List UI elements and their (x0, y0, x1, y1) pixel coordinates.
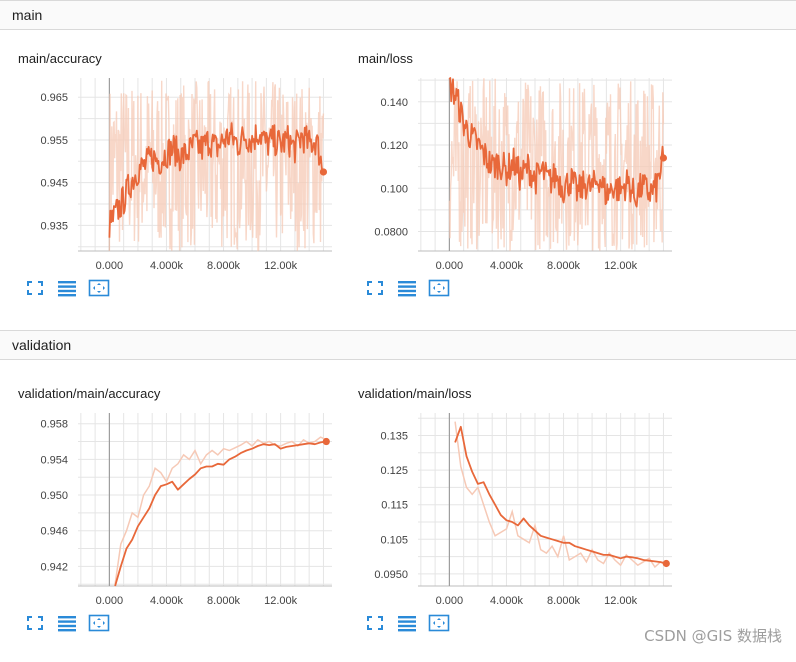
series-line (454, 425, 667, 565)
x-tick-label: 8.000k (207, 595, 241, 607)
x-tick-label: 4.000k (150, 595, 184, 607)
series-line (114, 440, 327, 587)
x-tick-label: 0.000 (96, 260, 124, 272)
list-icon[interactable] (56, 613, 78, 633)
y-tick-label: 0.140 (380, 97, 408, 109)
y-tick-label: 0.100 (380, 183, 408, 195)
section-header-main[interactable]: main (0, 0, 796, 30)
y-tick-label: 0.125 (380, 465, 408, 477)
y-tick-label: 0.135 (380, 430, 408, 442)
y-tick-label: 0.120 (380, 140, 408, 152)
chart-card-main-loss: main/loss 0.0800 0.100 0.120 0.140 0.000 4.00… (340, 51, 680, 327)
y-tick-label: 0.0800 (374, 227, 408, 239)
chart-plot[interactable]: 0.0800 0.100 0.120 0.140 0.000 4.000k 8.000k 12… (340, 70, 680, 280)
x-tick-label: 4.000k (150, 260, 184, 272)
y-tick-label: 0.954 (40, 454, 68, 466)
y-tick-label: 0.945 (40, 178, 68, 190)
y-tick-label: 0.946 (40, 526, 68, 538)
y-tick-label: 0.115 (381, 500, 408, 512)
raw-series-line (108, 80, 325, 252)
watermark: CSDN @GIS 数据栈 (644, 627, 782, 645)
x-tick-label: 0.000 (436, 260, 464, 272)
series-line (108, 122, 325, 238)
expand-icon[interactable] (364, 613, 386, 633)
fit-domain-icon[interactable] (428, 278, 450, 298)
x-tick-label: 8.000k (547, 595, 581, 607)
chart-card-validation-accuracy: validation/main/accuracy 0.942 0.946 0.950… (0, 386, 340, 662)
y-tick-label: 0.935 (40, 220, 68, 232)
chart-card-validation-loss: validation/main/loss 0.0950 0.105 0.115 0.1… (340, 386, 680, 662)
y-tick-label: 0.955 (40, 135, 68, 147)
expand-icon[interactable] (364, 278, 386, 298)
section-title: validation (12, 337, 72, 353)
chart-card-main-accuracy: main/accuracy 0.935 0.945 0.955 0.965 0.000 4… (0, 51, 340, 327)
fit-domain-icon[interactable] (88, 613, 110, 633)
list-icon[interactable] (56, 278, 78, 298)
expand-icon[interactable] (24, 613, 46, 633)
x-tick-label: 12.00k (604, 595, 638, 607)
chart-plot[interactable]: 0.942 0.946 0.950 0.954 0.958 0.000 4.000k 8.00… (0, 405, 340, 615)
x-tick-label: 8.000k (207, 260, 241, 272)
list-icon[interactable] (396, 278, 418, 298)
chart-title: validation/main/accuracy (18, 386, 161, 401)
expand-icon[interactable] (24, 278, 46, 298)
x-tick-label: 12.00k (604, 260, 638, 272)
x-tick-label: 12.00k (264, 260, 298, 272)
fit-domain-icon[interactable] (88, 278, 110, 298)
series-end-point (659, 154, 668, 162)
section-title: main (12, 7, 43, 23)
x-tick-label: 0.000 (96, 595, 124, 607)
section-header-validation[interactable]: validation (0, 330, 796, 360)
series-end-point (322, 437, 330, 446)
chart-plot[interactable]: 0.0950 0.105 0.115 0.125 0.135 0.000 4.000k 8.0… (340, 405, 680, 615)
list-icon[interactable] (396, 613, 418, 633)
raw-series-line (448, 78, 665, 251)
x-tick-label: 4.000k (490, 260, 524, 272)
y-tick-label: 0.105 (380, 534, 408, 546)
raw-series-line (454, 421, 667, 569)
chart-title: validation/main/loss (358, 386, 472, 401)
series-line (448, 77, 665, 208)
y-tick-label: 0.0950 (374, 569, 408, 581)
x-tick-label: 4.000k (490, 595, 524, 607)
series-end-point (319, 168, 328, 176)
raw-series-line (114, 436, 327, 585)
y-tick-label: 0.950 (40, 490, 68, 502)
chart-title: main/loss (358, 51, 413, 66)
y-tick-label: 0.965 (40, 92, 68, 104)
x-tick-label: 8.000k (547, 260, 581, 272)
chart-title: main/accuracy (18, 51, 102, 66)
y-tick-label: 0.958 (40, 419, 68, 431)
y-tick-label: 0.942 (40, 561, 68, 573)
series-end-point (662, 559, 670, 568)
fit-domain-icon[interactable] (428, 613, 450, 633)
chart-plot[interactable]: 0.935 0.945 0.955 0.965 0.000 4.000k 8.000k 12.… (0, 70, 340, 280)
x-tick-label: 0.000 (436, 595, 464, 607)
x-tick-label: 12.00k (264, 595, 298, 607)
